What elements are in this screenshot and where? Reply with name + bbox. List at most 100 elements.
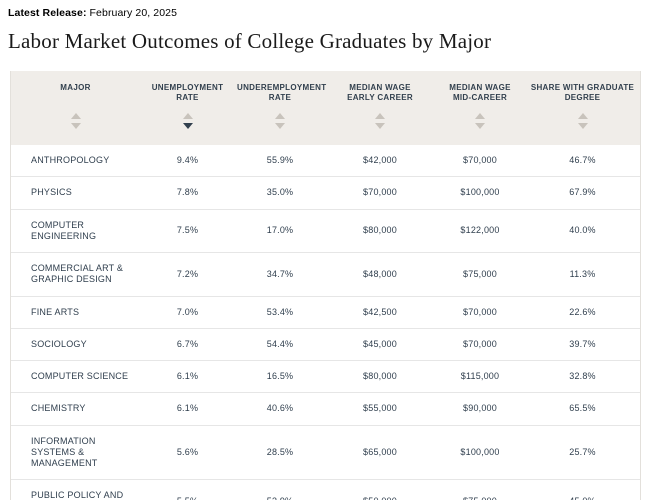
page-title: Labor Market Outcomes of College Graduat… [8,29,492,53]
column-label-median-wage-early-career: MEDIAN WAGE EARLY CAREER [347,83,413,103]
cell-median-wage-mid-career: $70,000 [435,145,525,178]
cell-median-wage-early-career: $48,000 [325,252,435,297]
cell-median-wage-mid-career: $115,000 [435,360,525,394]
cell-median-wage-mid-career: $100,000 [435,425,525,481]
sort-asc-icon[interactable] [275,113,285,119]
cell-share-with-graduate-degree: 32.8% [525,360,640,394]
sort-control[interactable] [13,113,138,129]
sort-desc-icon[interactable] [182,123,193,129]
header-row: MAJOR UNEMPLOYMENT RATE [11,71,640,145]
column-header-major[interactable]: MAJOR [11,71,140,145]
cell-unemployment-rate: 5.5% [140,479,235,500]
cell-unemployment-rate: 6.7% [140,328,235,362]
sort-desc-icon[interactable] [70,123,81,129]
table-row: PUBLIC POLICY AND LAW5.5%53.9%$50,000$75… [11,479,640,500]
cell-share-with-graduate-degree: 22.6% [525,296,640,329]
table-row: INFORMATION SYSTEMS & MANAGEMENT 5.6% 28.5… [11,425,640,481]
cell-median-wage-early-career: $80,000 [325,360,435,394]
column-header-unemployment-rate[interactable]: UNEMPLOYMENT RATE [140,71,235,145]
sort-asc-icon[interactable] [70,113,81,119]
sort-control[interactable] [142,113,233,129]
cell-median-wage-mid-career: $75,000 [435,252,525,297]
table-row: COMPUTER ENGINEERING 7.5% 17.0% $80,000 $122… [11,209,640,253]
table-row: ANTHROPOLOGY 9.4% 55.9% $42,000 $70,000 46.7% [11,145,640,178]
cell-median-wage-early-career: $70,000 [325,176,435,210]
table-row: COMPUTER SCIENCE 6.1% 16.5% $80,000 $115,000… [11,360,640,394]
cell-underemployment-rate: 53.9% [235,479,325,500]
table-row: SOCIOLOGY 6.7% 54.4% $45,000 $70,000 39.7% [11,328,640,362]
column-header-median-wage-mid-career[interactable]: MEDIAN WAGE MID-CAREER [435,71,525,145]
cell-major: PHYSICS [11,176,140,210]
cell-share-with-graduate-degree: 45.0% [525,479,640,500]
cell-median-wage-early-career: $42,000 [325,145,435,178]
cell-unemployment-rate: 7.2% [140,252,235,297]
latest-release: Latest Release: February 20, 2025 [8,7,651,19]
sort-control[interactable] [527,113,638,129]
cell-major: INFORMATION SYSTEMS & MANAGEMENT [11,425,140,481]
column-label-major: MAJOR [60,83,91,92]
column-header-underemployment-rate[interactable]: UNDEREMPLOYMENT RATE [235,71,327,145]
cell-unemployment-rate: 5.6% [140,425,235,481]
cell-share-with-graduate-degree: 11.3% [525,252,640,297]
data-table: MAJOR UNEMPLOYMENT RATE [11,71,640,500]
cell-major: COMPUTER ENGINEERING [11,209,140,253]
column-header-median-wage-early-career[interactable]: MEDIAN WAGE EARLY CAREER [325,71,435,145]
cell-share-with-graduate-degree: 46.7% [525,145,640,178]
column-label-share-with-graduate-degree: SHARE WITH GRADUATE DEGREE [530,83,635,103]
table-row: PHYSICS 7.8% 35.0% $70,000 $100,000 67.9% [11,176,640,210]
table-body: ANTHROPOLOGY 9.4% 55.9% $42,000 $70,000 46.7%… [11,145,640,500]
cell-median-wage-mid-career: $100,000 [435,176,525,210]
cell-underemployment-rate: 34.7% [235,252,325,297]
cell-major: ANTHROPOLOGY [11,145,140,178]
cell-underemployment-rate: 28.5% [235,425,325,481]
column-label-underemployment-rate: UNDEREMPLOYMENT RATE [237,83,327,103]
cell-share-with-graduate-degree: 65.5% [525,392,640,426]
cell-median-wage-mid-career: $70,000 [435,328,525,362]
sort-desc-icon[interactable] [475,123,485,129]
cell-unemployment-rate: 7.0% [140,296,235,329]
cell-unemployment-rate: 9.4% [140,145,235,178]
sort-control[interactable] [437,113,523,129]
column-header-share-with-graduate-degree[interactable]: SHARE WITH GRADUATE DEGREE [525,71,640,145]
cell-unemployment-rate: 6.1% [140,392,235,426]
sort-asc-icon[interactable] [182,113,193,119]
cell-median-wage-early-career: $55,000 [325,392,435,426]
latest-release-label: Latest Release: [8,7,87,19]
cell-underemployment-rate: 35.0% [235,176,325,210]
cell-median-wage-early-career: $50,000 [325,479,435,500]
column-label-unemployment-rate: UNEMPLOYMENT RATE [151,83,224,103]
cell-underemployment-rate: 40.6% [235,392,325,426]
cell-median-wage-early-career: $42,500 [325,296,435,329]
cell-unemployment-rate: 7.8% [140,176,235,210]
table-header: MAJOR UNEMPLOYMENT RATE [11,71,640,145]
cell-underemployment-rate: 16.5% [235,360,325,394]
column-label-median-wage-mid-career: MEDIAN WAGE MID-CAREER [449,83,511,103]
cell-major: FINE ARTS [11,296,140,329]
cell-underemployment-rate: 54.4% [235,328,325,362]
cell-major: PUBLIC POLICY AND LAW [11,479,140,500]
sort-desc-icon[interactable] [275,123,285,129]
cell-median-wage-mid-career: $90,000 [435,392,525,426]
sort-control[interactable] [237,113,323,129]
sort-asc-icon[interactable] [475,113,485,119]
cell-underemployment-rate: 55.9% [235,145,325,178]
cell-underemployment-rate: 53.4% [235,296,325,329]
cell-major: COMMERCIAL ART & GRAPHIC DESIGN [11,252,140,297]
cell-share-with-graduate-degree: 40.0% [525,209,640,253]
table-row: FINE ARTS 7.0% 53.4% $42,500 $70,000 22.6% [11,296,640,329]
sort-asc-icon[interactable] [375,113,385,119]
sort-desc-icon[interactable] [375,123,385,129]
sort-desc-icon[interactable] [577,123,588,129]
cell-share-with-graduate-degree: 39.7% [525,328,640,362]
cell-median-wage-early-career: $45,000 [325,328,435,362]
latest-release-date: February 20, 2025 [89,7,178,19]
sort-asc-icon[interactable] [577,113,588,119]
cell-major: COMPUTER SCIENCE [11,360,140,394]
cell-median-wage-early-career: $65,000 [325,425,435,481]
cell-underemployment-rate: 17.0% [235,209,325,253]
cell-share-with-graduate-degree: 67.9% [525,176,640,210]
cell-median-wage-early-career: $80,000 [325,209,435,253]
cell-unemployment-rate: 6.1% [140,360,235,394]
sort-control[interactable] [327,113,433,129]
